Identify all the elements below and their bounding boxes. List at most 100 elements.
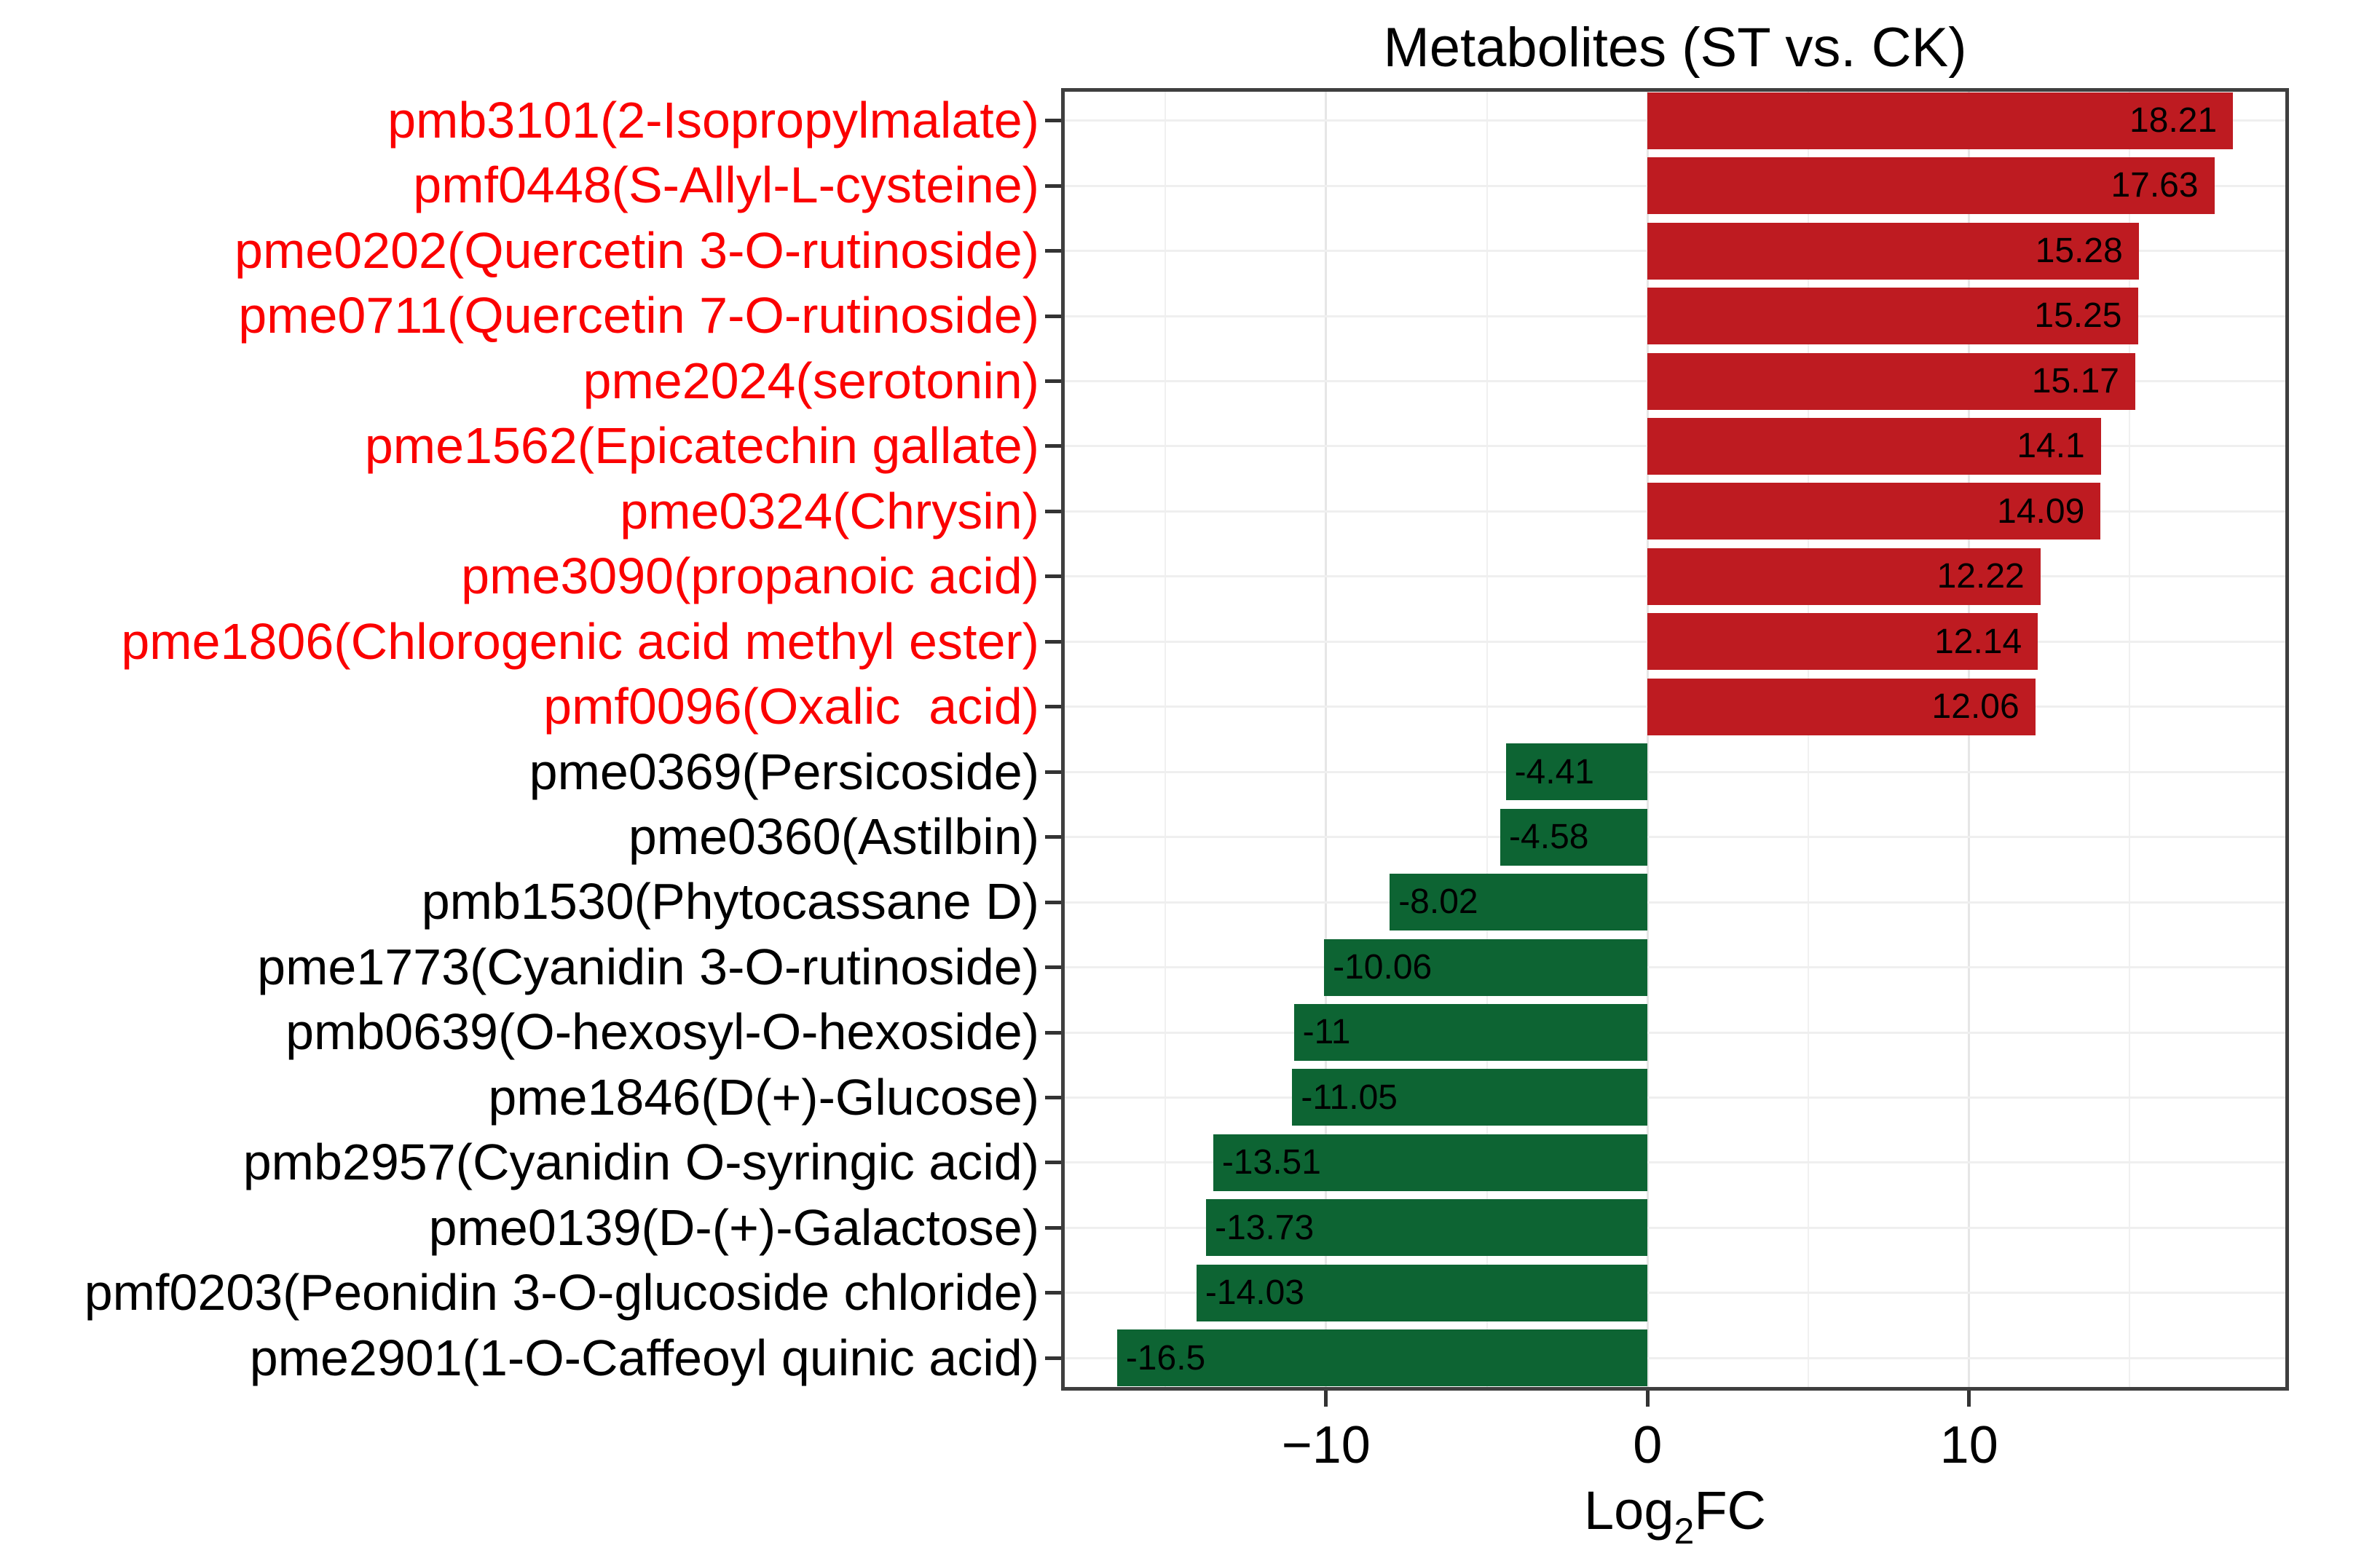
- y-axis-label: pmf0203(Peonidin 3-O-glucoside chloride): [84, 1264, 1039, 1321]
- bar-negative: [1505, 743, 1648, 801]
- x-axis-tick-label: 10: [1939, 1416, 1998, 1474]
- bar-value-label: 18.21: [2129, 101, 2218, 140]
- gridline-horizontal: [1061, 1226, 2289, 1229]
- bar-negative: [1213, 1134, 1648, 1191]
- gridline-vertical-major: [1325, 88, 1328, 1391]
- y-axis-tick: [1045, 770, 1061, 774]
- bar-negative: [1390, 874, 1648, 931]
- y-axis-tick: [1045, 900, 1061, 904]
- y-axis-label: pme1806(Chlorogenic acid methyl ester): [121, 612, 1039, 670]
- bar-value-label: 12.06: [1931, 687, 2020, 727]
- bar-negative: [1324, 938, 1648, 996]
- bar-positive: [1647, 548, 2041, 605]
- y-axis-label: pme0202(Quercetin 3-O-rutinoside): [235, 221, 1039, 279]
- gridline-vertical-minor: [2129, 88, 2131, 1391]
- bar-value-label: -13.51: [1221, 1143, 1321, 1182]
- bar-value-label: 12.22: [1936, 557, 2025, 596]
- x-axis-tick: [1645, 1391, 1650, 1407]
- gridline-vertical-major: [1646, 88, 1649, 1391]
- bar-positive: [1647, 222, 2139, 280]
- y-axis-label: pme2901(1-O-Caffeoyl quinic acid): [249, 1329, 1039, 1386]
- y-axis-tick: [1045, 249, 1061, 253]
- x-axis-title-rest: FC: [1694, 1480, 1766, 1541]
- y-axis-tick: [1045, 1030, 1061, 1035]
- y-axis-label: pme0711(Quercetin 7-O-rutinoside): [238, 287, 1039, 344]
- gridline-horizontal: [1061, 1031, 2289, 1034]
- gridline-vertical-major: [1968, 88, 1971, 1391]
- bar-positive: [1647, 483, 2101, 540]
- bar-negative: [1293, 1004, 1648, 1062]
- bar-value-label: 14.09: [1997, 491, 2085, 531]
- y-axis-label: pmb2957(Cyanidin O-syringic acid): [243, 1134, 1039, 1191]
- bar-positive: [1647, 678, 2036, 735]
- x-axis-title: Log2FC: [1061, 1479, 2289, 1552]
- gridline-vertical-minor: [1165, 88, 1167, 1391]
- bar-value-label: -4.41: [1514, 752, 1594, 791]
- gridline-horizontal: [1061, 1292, 2289, 1295]
- bar-negative: [1196, 1264, 1648, 1321]
- gridline-horizontal: [1061, 770, 2289, 773]
- y-axis-tick: [1045, 1291, 1061, 1295]
- bar-value-label: -14.03: [1205, 1273, 1304, 1313]
- y-axis-tick: [1045, 509, 1061, 513]
- gridline-vertical-minor: [1807, 88, 1809, 1391]
- bar-value-label: 15.25: [2034, 296, 2122, 336]
- gridline-vertical-minor: [1486, 88, 1488, 1391]
- y-axis-tick: [1045, 1095, 1061, 1099]
- y-axis-label: pme0369(Persicoside): [529, 743, 1039, 800]
- y-axis-label: pmf0096(Oxalic acid): [543, 678, 1039, 735]
- y-axis-label: pme3090(propanoic acid): [461, 548, 1039, 605]
- gridline-horizontal: [1061, 901, 2289, 904]
- y-axis-label: pmb3101(2-Isopropylmalate): [387, 92, 1039, 149]
- y-axis-label: pme1562(Epicatechin gallate): [364, 417, 1039, 475]
- gridline-horizontal: [1061, 966, 2289, 969]
- x-axis-tick: [1967, 1391, 1971, 1407]
- bar-negative: [1292, 1069, 1648, 1126]
- y-axis-label: pmb1530(Phytocassane D): [421, 873, 1039, 930]
- bar-value-label: -11.05: [1301, 1078, 1398, 1117]
- bar-positive: [1647, 417, 2101, 475]
- y-axis-tick: [1045, 314, 1061, 318]
- bar-negative: [1116, 1329, 1648, 1387]
- bar-positive: [1647, 613, 2038, 671]
- x-axis-tick: [1324, 1391, 1328, 1407]
- x-axis-title-base: Log: [1584, 1480, 1674, 1541]
- y-axis-tick: [1045, 574, 1061, 579]
- y-axis-label: pme0324(Chrysin): [620, 482, 1039, 540]
- bar-value-label: 15.28: [2035, 231, 2123, 270]
- plot-title: Metabolites (ST vs. CK): [1383, 17, 1967, 79]
- y-axis-tick: [1045, 835, 1061, 839]
- bar-value-label: -13.73: [1215, 1208, 1315, 1247]
- bar-negative: [1206, 1199, 1648, 1257]
- bar-value-label: -4.58: [1509, 817, 1589, 856]
- y-axis-tick: [1045, 183, 1061, 188]
- bar-value-label: -10.06: [1333, 947, 1433, 987]
- y-axis-label: pme1773(Cyanidin 3-O-rutinoside): [257, 938, 1039, 995]
- y-axis-tick: [1045, 444, 1061, 448]
- bar-value-label: 17.63: [2111, 166, 2199, 205]
- gridline-horizontal: [1061, 1356, 2289, 1359]
- y-axis-tick: [1045, 379, 1061, 384]
- bar-positive: [1647, 157, 2215, 215]
- gridline-horizontal: [1061, 1161, 2289, 1164]
- bar-value-label: -16.5: [1125, 1338, 1206, 1378]
- y-axis-tick: [1045, 639, 1061, 644]
- bar-value-label: -8.02: [1398, 882, 1478, 922]
- y-axis-tick: [1045, 1161, 1061, 1165]
- y-axis-tick: [1045, 965, 1061, 970]
- bar-positive: [1647, 288, 2138, 345]
- gridline-horizontal: [1061, 836, 2289, 839]
- y-axis-tick: [1045, 705, 1061, 709]
- gridline-horizontal: [1061, 1096, 2289, 1099]
- x-axis-tick-label: −10: [1281, 1416, 1371, 1474]
- bar-value-label: 15.17: [2031, 361, 2119, 400]
- bar-positive: [1647, 92, 2234, 149]
- bar-value-label: 14.1: [2017, 427, 2085, 466]
- bar-value-label: -11: [1302, 1013, 1351, 1052]
- bar-positive: [1647, 352, 2135, 410]
- y-axis-label: pme1846(D(+)-Glucose): [488, 1068, 1039, 1126]
- y-axis-tick: [1045, 1225, 1061, 1230]
- bar-value-label: 12.14: [1934, 622, 2022, 661]
- y-axis-tick: [1045, 119, 1061, 123]
